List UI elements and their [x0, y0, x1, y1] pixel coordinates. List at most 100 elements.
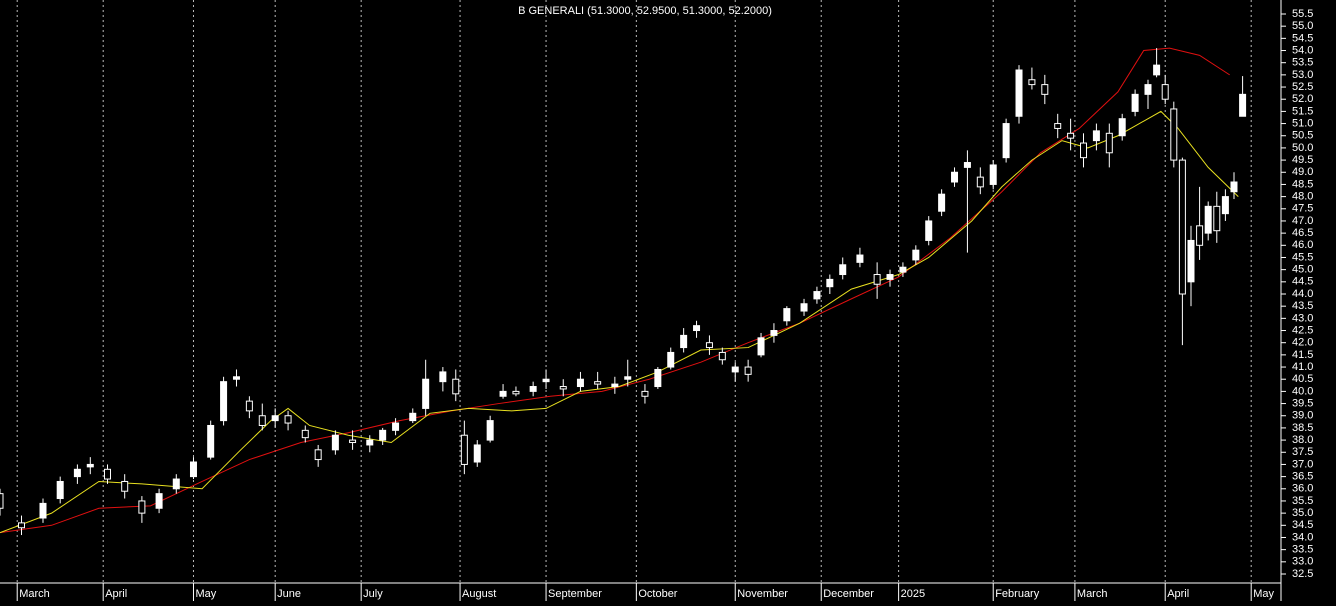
- candle-body: [1153, 64, 1161, 76]
- candle-body: [654, 368, 662, 388]
- candle-body: [1221, 196, 1229, 215]
- y-tick-label: 36.0: [1292, 483, 1313, 495]
- candle-body: [512, 390, 520, 395]
- candle-body: [422, 378, 430, 409]
- y-tick-label: 52.5: [1292, 81, 1313, 93]
- candle-body: [770, 330, 778, 336]
- y-tick-label: 42.5: [1292, 324, 1313, 336]
- y-tick-label: 39.0: [1292, 410, 1313, 422]
- x-tick-label: March: [19, 588, 50, 600]
- candle-body: [138, 500, 146, 514]
- candle-body: [718, 351, 726, 361]
- y-tick-label: 37.5: [1292, 446, 1313, 458]
- candle-body: [1170, 108, 1178, 161]
- y-tick-label: 40.5: [1292, 373, 1313, 385]
- candle-body: [744, 366, 752, 375]
- x-tick-label: December: [823, 588, 874, 600]
- candle-body: [1204, 205, 1212, 234]
- y-tick-label: 34.0: [1292, 531, 1313, 543]
- candle-body: [172, 478, 180, 490]
- candle-body: [624, 376, 632, 380]
- candle-body: [314, 449, 322, 461]
- y-tick-label: 46.0: [1292, 239, 1313, 251]
- candle-body: [258, 415, 266, 426]
- candle-body: [301, 429, 309, 439]
- y-tick-label: 55.0: [1292, 20, 1313, 32]
- candle-body: [925, 220, 933, 241]
- candle-body: [56, 480, 64, 500]
- y-tick-label: 48.0: [1292, 191, 1313, 203]
- candle-body: [680, 334, 688, 349]
- x-tick-label: June: [277, 588, 301, 600]
- y-tick-label: 44.5: [1292, 276, 1313, 288]
- y-tick-label: 35.0: [1292, 507, 1313, 519]
- candle-body: [121, 480, 129, 492]
- candle-body: [1002, 123, 1010, 159]
- candle-body: [1028, 79, 1036, 86]
- y-tick-label: 54.5: [1292, 32, 1313, 44]
- moving-average-line: [0, 47, 1230, 534]
- y-tick-label: 35.5: [1292, 495, 1313, 507]
- candle-body: [989, 164, 997, 185]
- candle-body: [1015, 69, 1023, 117]
- candle-body: [1230, 181, 1238, 193]
- candle-body: [912, 249, 920, 261]
- candle-body: [1067, 132, 1075, 139]
- y-tick-label: 45.0: [1292, 264, 1313, 276]
- candle-body: [1178, 159, 1186, 295]
- candle-body: [284, 415, 292, 424]
- y-tick-label: 53.5: [1292, 57, 1313, 69]
- candle-body: [856, 254, 864, 263]
- candle-body: [559, 386, 567, 390]
- candle-body: [473, 444, 481, 463]
- candle-body: [1105, 132, 1113, 154]
- candle-body: [826, 278, 834, 288]
- y-tick-label: 50.0: [1292, 142, 1313, 154]
- candle-body: [86, 463, 94, 468]
- candle-body: [1144, 84, 1152, 95]
- candle-body: [1196, 225, 1204, 246]
- candle-body: [1239, 93, 1247, 117]
- y-tick-label: 41.0: [1292, 361, 1313, 373]
- candle-body: [783, 308, 791, 322]
- x-tick-label: November: [737, 588, 788, 600]
- candle-body: [693, 325, 701, 332]
- candle-body: [813, 291, 821, 300]
- x-tick-label: 2025: [901, 588, 925, 600]
- candle-body: [705, 342, 713, 349]
- candle-body: [452, 378, 460, 395]
- candle-body: [594, 381, 602, 385]
- candle-body: [731, 366, 739, 373]
- y-tick-label: 55.5: [1292, 8, 1313, 20]
- candle-body: [486, 420, 494, 441]
- y-tick-label: 41.5: [1292, 349, 1313, 361]
- candle-body: [39, 502, 47, 519]
- y-tick-label: 36.5: [1292, 471, 1313, 483]
- y-tick-label: 33.0: [1292, 556, 1313, 568]
- candle-body: [899, 266, 907, 273]
- candle-body: [757, 337, 765, 356]
- candle-body: [245, 400, 253, 412]
- y-tick-label: 49.5: [1292, 154, 1313, 166]
- y-tick-label: 46.5: [1292, 227, 1313, 239]
- y-tick-label: 44.0: [1292, 288, 1313, 300]
- y-tick-label: 32.5: [1292, 568, 1313, 580]
- y-tick-label: 38.5: [1292, 422, 1313, 434]
- x-tick-label: August: [462, 588, 496, 600]
- candle-body: [499, 390, 507, 397]
- x-tick-label: April: [1167, 588, 1189, 600]
- y-tick-label: 48.5: [1292, 178, 1313, 190]
- candle-body: [155, 493, 163, 509]
- y-tick-label: 33.5: [1292, 544, 1313, 556]
- x-tick-label: May: [195, 588, 216, 600]
- y-tick-label: 52.0: [1292, 93, 1313, 105]
- candle-body: [800, 303, 808, 312]
- candle-body: [873, 274, 881, 285]
- moving-average-line: [0, 110, 1239, 534]
- candle-body: [951, 171, 959, 183]
- y-tick-label: 47.5: [1292, 203, 1313, 215]
- candle-body: [1118, 118, 1126, 137]
- y-tick-label: 38.0: [1292, 434, 1313, 446]
- y-tick-label: 50.5: [1292, 130, 1313, 142]
